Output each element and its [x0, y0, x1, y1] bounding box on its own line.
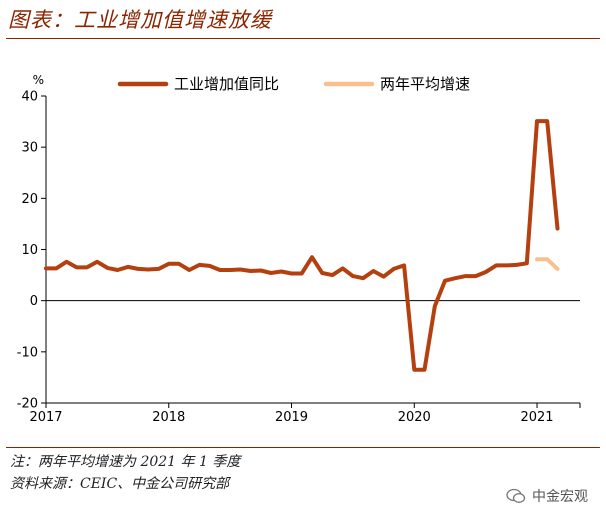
- x-tick-label: 2020: [398, 410, 431, 425]
- footnote: 注：两年平均增速为 2021 年 1 季度: [10, 454, 241, 470]
- y-tick-label: 30: [21, 141, 38, 156]
- y-tick-label: -20: [17, 397, 38, 412]
- title-divider: [6, 38, 600, 39]
- legend-label-2: 两年平均增速: [380, 75, 470, 93]
- y-tick-label: 20: [21, 192, 38, 207]
- series-line-2: [535, 257, 560, 271]
- legend: 工业增加值同比 两年平均增速: [117, 75, 470, 93]
- x-tick-label: 2021: [520, 410, 553, 425]
- footer-notes: 注：两年平均增速为 2021 年 1 季度 资料来源：CEIC、中金公司研究部: [10, 451, 240, 495]
- y-tick-label: -10: [17, 345, 38, 360]
- chart-axes: % -20 -10 0 10 20 30 40 2017 2018 2019 2020 2021: [17, 73, 581, 425]
- y-tick-label: 0: [30, 294, 38, 309]
- watermark: 中金宏观: [506, 486, 588, 506]
- series-line-1: [44, 119, 560, 372]
- watermark-text: 中金宏观: [532, 489, 588, 505]
- x-tick-label: 2017: [29, 410, 62, 425]
- x-tick-label: 2019: [275, 410, 308, 425]
- line-chart: % -20 -10 0 10 20 30 40 2017 2018 2019 2020 2021 工业增…: [17, 73, 581, 425]
- y-axis-unit-label: %: [33, 73, 44, 87]
- legend-label-1: 工业增加值同比: [174, 75, 279, 93]
- wechat-icon: [506, 488, 526, 503]
- footer-divider: [6, 447, 600, 448]
- y-tick-label: 40: [21, 90, 38, 105]
- x-tick-label: 2018: [152, 410, 185, 425]
- y-tick-label: 10: [21, 243, 38, 258]
- page-title: 图表：工业增加值增速放缓: [8, 8, 272, 32]
- source-note: 资料来源：CEIC、中金公司研究部: [10, 476, 230, 492]
- series-layer: [44, 119, 560, 372]
